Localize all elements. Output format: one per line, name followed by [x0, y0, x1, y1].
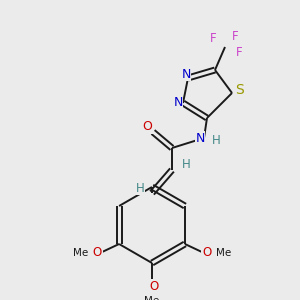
Text: O: O	[142, 121, 152, 134]
Text: N: N	[181, 68, 191, 80]
Text: H: H	[212, 134, 220, 148]
Text: N: N	[173, 97, 183, 110]
Text: O: O	[202, 246, 211, 259]
Text: S: S	[236, 83, 244, 97]
Text: O: O	[93, 246, 102, 259]
Text: Me: Me	[73, 248, 88, 258]
Text: F: F	[236, 46, 242, 59]
Text: F: F	[232, 29, 238, 43]
Text: Me: Me	[216, 248, 231, 258]
Text: O: O	[149, 280, 159, 292]
Text: N: N	[195, 131, 205, 145]
Text: H: H	[136, 182, 144, 194]
Text: Me: Me	[144, 296, 160, 300]
Text: F: F	[210, 32, 216, 46]
Text: H: H	[182, 158, 190, 170]
